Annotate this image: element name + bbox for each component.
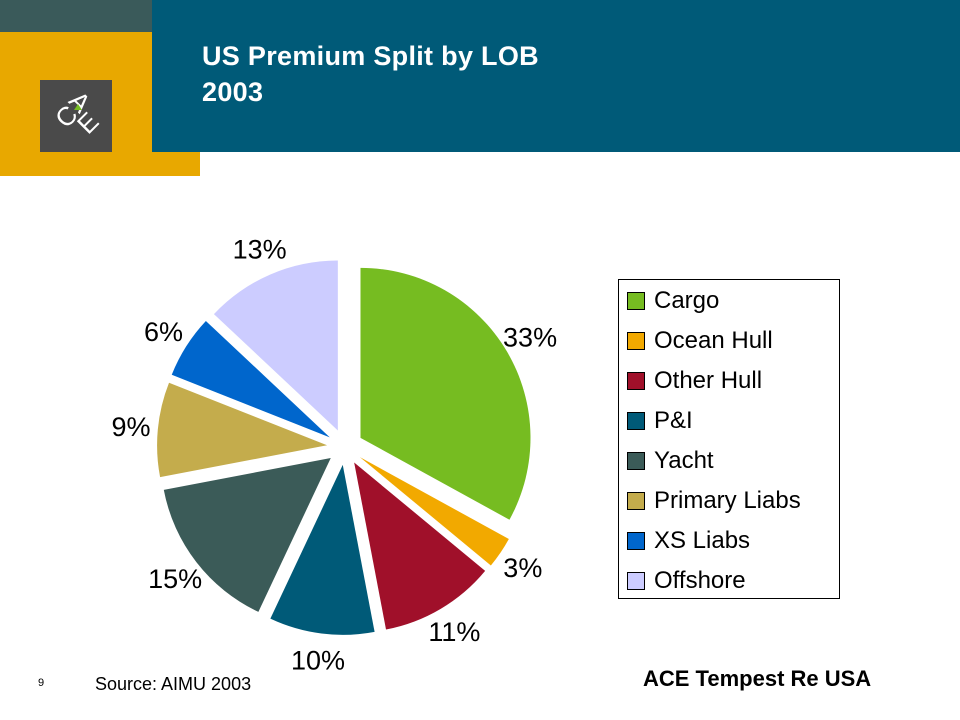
- legend-item: Other Hull: [627, 366, 762, 396]
- slide-title: US Premium Split by LOB 2003: [202, 38, 539, 110]
- pie-slice-xs-liabs: [171, 320, 330, 438]
- pie-label-primary-liabs: 9%: [111, 412, 150, 442]
- legend-item: P&I: [627, 406, 693, 436]
- legend-label: Offshore: [654, 567, 746, 594]
- legend-item: Yacht: [627, 446, 714, 476]
- legend-label: Yacht: [654, 447, 714, 474]
- header-band-notch: [152, 32, 200, 152]
- legend-swatch: [627, 572, 645, 590]
- legend-item: Primary Liabs: [627, 486, 801, 516]
- page-number: 9: [38, 677, 45, 689]
- ace-logo: A C E: [40, 80, 112, 152]
- legend-swatch: [627, 532, 645, 550]
- pie-label-ocean-hull: 3%: [503, 553, 542, 583]
- pie-slice-p-i: [270, 464, 375, 635]
- pie-slice-ocean-hull: [359, 457, 509, 566]
- legend-label: Cargo: [654, 287, 720, 314]
- pie-label-offshore: 13%: [233, 235, 287, 265]
- pie-slice-offshore: [213, 260, 338, 431]
- source-note: Source: AIMU 2003: [95, 674, 252, 694]
- pie-label-p-i: 10%: [291, 645, 345, 675]
- pie-label-xs-liabs: 6%: [144, 317, 183, 347]
- legend-label: Other Hull: [654, 367, 763, 394]
- legend-swatch: [627, 492, 645, 510]
- chart-legend: Cargo Ocean Hull Other Hull P&I Yacht Primary…: [618, 279, 840, 599]
- legend-swatch: [627, 452, 645, 470]
- legend-label: XS Liabs: [654, 527, 751, 554]
- legend-label: Ocean Hull: [654, 327, 773, 354]
- legend-item: Ocean Hull: [627, 326, 773, 356]
- pie-label-cargo: 33%: [503, 323, 557, 353]
- title-line-2: 2003: [202, 77, 264, 107]
- legend-label: Primary Liabs: [654, 487, 801, 514]
- legend-item: XS Liabs: [627, 526, 750, 556]
- header-corner-accent: [0, 0, 152, 32]
- pie-slice-other-hull: [354, 462, 486, 630]
- company-name: ACE Tempest Re USA: [643, 666, 872, 691]
- pie-slice-primary-liabs: [157, 382, 328, 478]
- pie-slice-cargo: [360, 267, 531, 520]
- legend-swatch: [627, 292, 645, 310]
- title-line-1: US Premium Split by LOB: [202, 41, 539, 71]
- pie-slice-yacht: [163, 458, 331, 612]
- pie-label-yacht: 15%: [148, 564, 202, 594]
- legend-swatch: [627, 372, 645, 390]
- legend-label: P&I: [654, 407, 693, 434]
- pie-label-other-hull: 11%: [428, 617, 480, 647]
- legend-swatch: [627, 412, 645, 430]
- legend-item: Offshore: [627, 566, 746, 596]
- legend-item: Cargo: [627, 286, 719, 316]
- legend-swatch: [627, 332, 645, 350]
